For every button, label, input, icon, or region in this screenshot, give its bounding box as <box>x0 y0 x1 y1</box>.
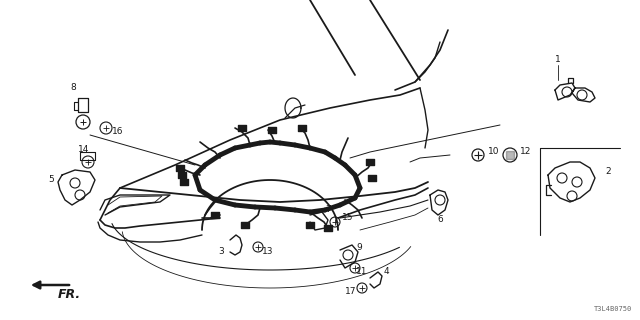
Text: FR.: FR. <box>58 289 81 301</box>
Text: 15: 15 <box>342 213 353 222</box>
Text: 17: 17 <box>345 287 356 297</box>
Text: 13: 13 <box>262 247 273 257</box>
Text: 12: 12 <box>520 148 531 156</box>
Text: 4: 4 <box>384 268 390 276</box>
Text: 2: 2 <box>605 167 611 177</box>
Text: 6: 6 <box>437 215 443 225</box>
Text: 3: 3 <box>218 247 224 257</box>
Text: 8: 8 <box>70 84 76 92</box>
Text: 5: 5 <box>48 175 54 185</box>
Text: 1: 1 <box>555 55 561 65</box>
Text: 16: 16 <box>112 127 124 137</box>
Text: 9: 9 <box>356 244 362 252</box>
Text: 11: 11 <box>356 268 367 276</box>
Text: 10: 10 <box>488 148 499 156</box>
Text: 14: 14 <box>78 146 90 155</box>
Text: 7: 7 <box>325 205 331 214</box>
Text: T3L4B0750: T3L4B0750 <box>594 306 632 312</box>
